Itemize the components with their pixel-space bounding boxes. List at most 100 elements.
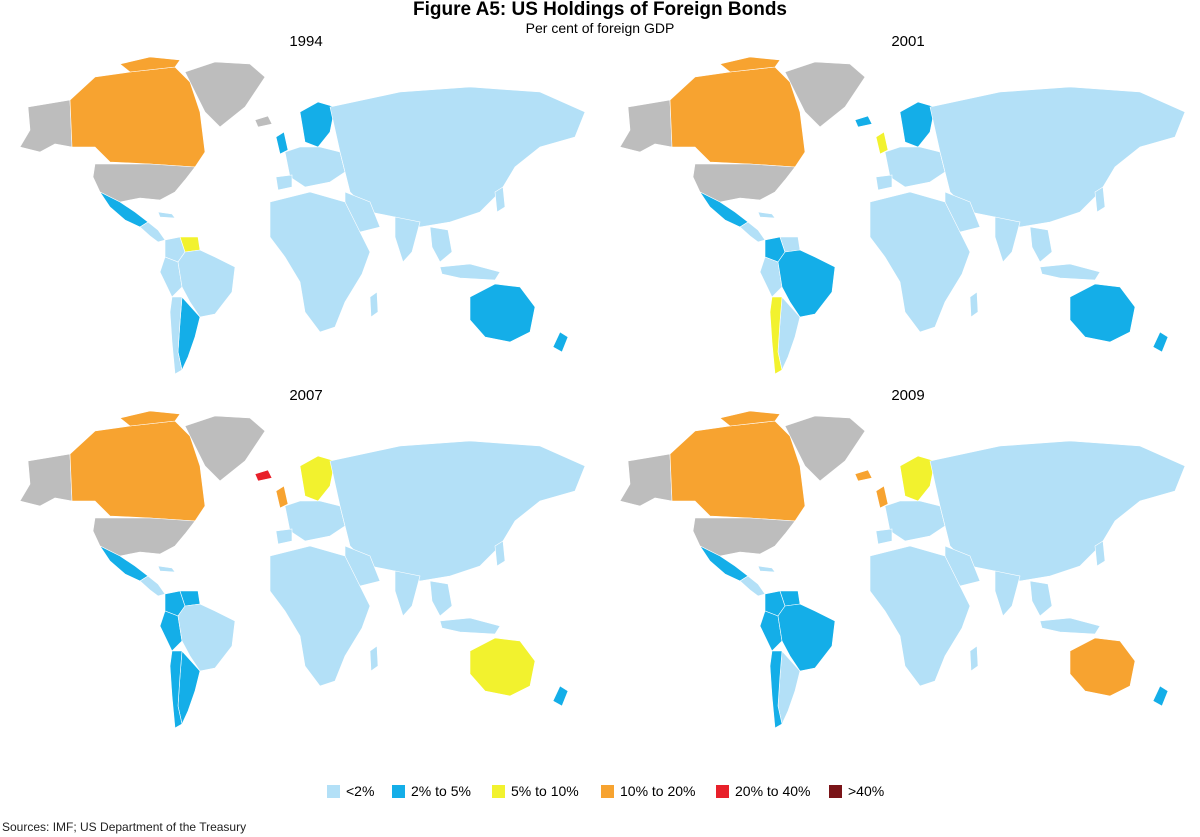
central-america-region (139, 575, 166, 597)
legend-label-20-40: 20% to 40% (735, 783, 811, 799)
brazil-region (777, 603, 836, 672)
se-asia-region (1029, 226, 1053, 263)
central-america-region (739, 221, 766, 243)
new-zealand-region (1152, 685, 1169, 707)
india-region (394, 216, 421, 263)
iberia-region (875, 528, 893, 545)
legend-swatch-20-40 (716, 784, 729, 798)
legend-item-10-20: 10% to 20% (601, 782, 696, 800)
australia-region (1069, 637, 1136, 697)
indonesia-region (1039, 263, 1101, 281)
legend: <2% 2% to 5% 5% to 10% 10% to 20% 20% to… (0, 782, 1200, 802)
australia-region (469, 637, 536, 697)
map-svg-2007 (19, 410, 586, 729)
europe-region (884, 500, 946, 542)
panel-label-2009: 2009 (891, 387, 925, 404)
africa-region (269, 545, 371, 687)
uk-region (275, 485, 289, 509)
chile-region (769, 296, 783, 375)
madagascar-region (969, 645, 979, 672)
brazil-region (777, 249, 836, 318)
legend-swatch-lt2 (327, 784, 340, 798)
peru-region (759, 256, 783, 298)
indonesia-region (439, 617, 501, 635)
greenland-region (784, 61, 866, 128)
central-america-region (739, 575, 766, 597)
legend-swatch-5-10 (492, 784, 505, 798)
greenland-region (184, 61, 266, 128)
scandinavia-region (299, 101, 336, 148)
source-note: Sources: IMF; US Department of the Treas… (2, 820, 247, 834)
map-svg-2001 (619, 56, 1186, 375)
new-zealand-region (1152, 331, 1169, 353)
europe-region (284, 146, 346, 188)
map-svg-2009 (619, 410, 1186, 729)
legend-item-20-40: 20% to 40% (716, 782, 811, 800)
iceland-region (854, 115, 873, 128)
iberia-region (275, 528, 293, 545)
scandinavia-region (299, 455, 336, 502)
panel-label-2001: 2001 (891, 33, 925, 50)
legend-label-10-20: 10% to 20% (620, 783, 696, 799)
chile-region (169, 650, 183, 729)
madagascar-region (969, 291, 979, 318)
usa-region (92, 163, 196, 203)
legend-swatch-10-20 (601, 784, 614, 798)
africa-region (869, 191, 971, 333)
india-region (994, 216, 1021, 263)
japan-region (494, 186, 506, 213)
russia-asia-region (929, 440, 1186, 582)
canada-islands-region (119, 56, 181, 73)
legend-label-gt40: >40% (848, 783, 885, 799)
japan-region (1094, 186, 1106, 213)
canada-islands-region (119, 410, 181, 427)
se-asia-region (429, 226, 453, 263)
caribbean-region (757, 211, 776, 219)
canada-islands-region (719, 410, 781, 427)
uk-region (275, 131, 289, 155)
brazil-region (177, 249, 236, 318)
australia-region (469, 283, 536, 343)
legend-label-lt2: <2% (346, 783, 375, 799)
greenland-region (184, 415, 266, 482)
world-map-1994 (0, 52, 600, 402)
scandinavia-region (899, 455, 936, 502)
africa-region (869, 545, 971, 687)
central-america-region (139, 221, 166, 243)
scandinavia-region (899, 101, 936, 148)
india-region (394, 570, 421, 617)
world-map-2001 (600, 52, 1200, 402)
legend-swatch-2-5 (392, 784, 405, 798)
alaska-region (19, 99, 73, 153)
map-svg-1994 (19, 56, 586, 375)
alaska-region (619, 453, 673, 507)
panel-label-1994: 1994 (289, 33, 323, 50)
madagascar-region (369, 291, 379, 318)
caribbean-region (157, 211, 176, 219)
canada-islands-region (719, 56, 781, 73)
se-asia-region (1029, 580, 1053, 617)
se-asia-region (429, 580, 453, 617)
new-zealand-region (552, 685, 569, 707)
iceland-region (254, 115, 273, 128)
iberia-region (875, 174, 893, 191)
usa-region (92, 517, 196, 557)
world-map-2007 (0, 406, 600, 756)
greenland-region (784, 415, 866, 482)
canada-region (669, 66, 806, 168)
russia-asia-region (329, 86, 586, 228)
uk-region (875, 485, 889, 509)
indonesia-region (439, 263, 501, 281)
madagascar-region (369, 645, 379, 672)
legend-item-gt40: >40% (829, 782, 884, 800)
panel-label-2007: 2007 (289, 387, 323, 404)
caribbean-region (157, 565, 176, 573)
canada-region (69, 66, 206, 168)
legend-label-5-10: 5% to 10% (511, 783, 579, 799)
caribbean-region (757, 565, 776, 573)
legend-swatch-gt40 (829, 784, 842, 798)
peru-region (159, 610, 183, 652)
africa-region (269, 191, 371, 333)
alaska-region (19, 453, 73, 507)
australia-region (1069, 283, 1136, 343)
